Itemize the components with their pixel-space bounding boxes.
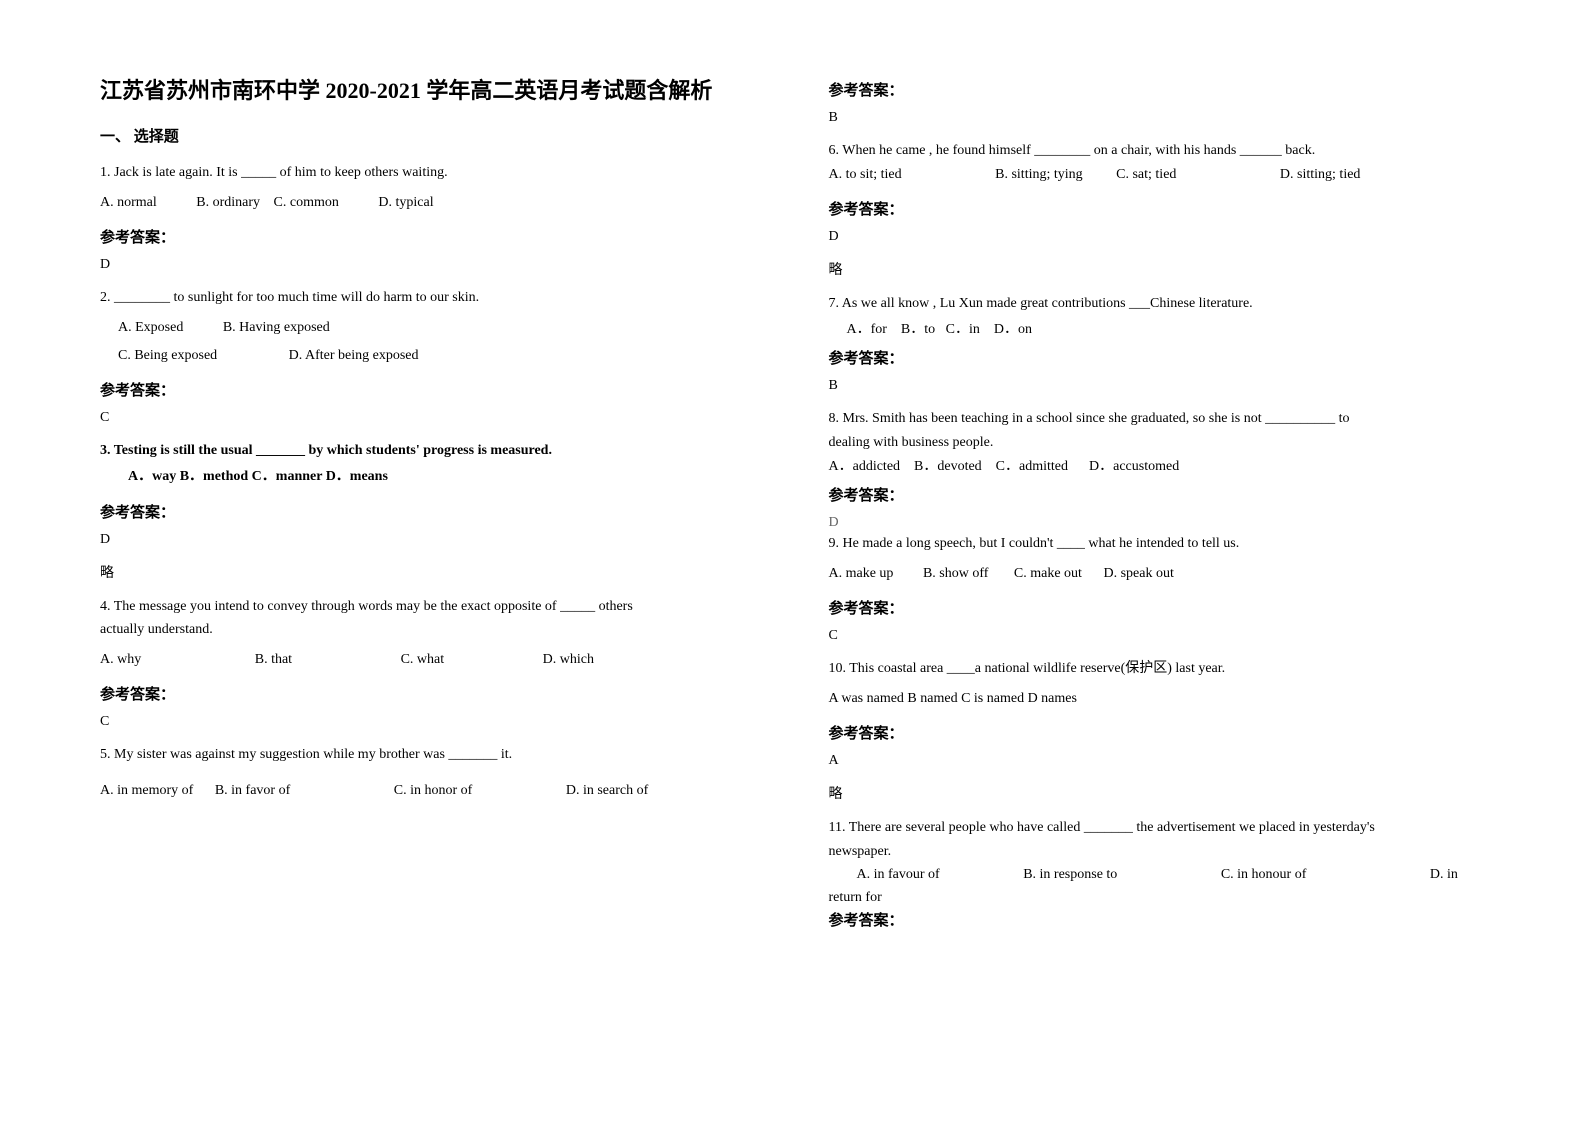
q9-answer-label: 参考答案： — [829, 597, 1498, 618]
q6-answer-label: 参考答案： — [829, 198, 1498, 219]
q1-opt-c: C. common — [274, 192, 339, 214]
q5-opt-b: B. in favor of — [215, 780, 290, 802]
q8-answer: D — [829, 515, 1498, 531]
right-column: 参考答案： B 6. When he came , he found himse… — [829, 75, 1498, 940]
q6-answer: D — [829, 229, 1498, 245]
q5-stem: 5. My sister was against my suggestion w… — [100, 744, 769, 766]
q2-opt-b: B. Having exposed — [223, 317, 330, 339]
q1-answer: D — [100, 257, 769, 273]
q9-opt-c: C. make out — [1014, 563, 1082, 585]
q7-answer-label: 参考答案： — [829, 347, 1498, 368]
q8-answer-label: 参考答案： — [829, 484, 1498, 505]
q9-stem: 9. He made a long speech, but I couldn't… — [829, 533, 1498, 555]
q2-opt-a: A. Exposed — [118, 317, 183, 339]
q1-answer-label: 参考答案： — [100, 226, 769, 247]
left-column: 江苏省苏州市南环中学 2020-2021 学年高二英语月考试题含解析 一、 选择… — [100, 75, 769, 940]
q1-opt-d: D. typical — [378, 192, 433, 214]
q11-opt-b: B. in response to — [1023, 864, 1117, 886]
q10-answer-label: 参考答案： — [829, 722, 1498, 743]
doc-title: 江苏省苏州市南环中学 2020-2021 学年高二英语月考试题含解析 — [100, 75, 769, 107]
q3-slight: 略 — [100, 562, 769, 582]
q5-options: A. in memory of B. in favor of C. in hon… — [100, 780, 769, 802]
q5-answer-label: 参考答案： — [829, 79, 1498, 100]
q10-slight: 略 — [829, 783, 1498, 803]
q4-opt-c: C. what — [401, 649, 445, 671]
q6-opt-b: B. sitting; tying — [995, 164, 1083, 186]
q8-options: A．addicted B．devoted C．admitted D．accust… — [829, 456, 1498, 478]
q4-stem-line2: actually understand. — [100, 619, 769, 641]
q8-stem-line1: 8. Mrs. Smith has been teaching in a sch… — [829, 408, 1498, 430]
q9-answer: C — [829, 628, 1498, 644]
q4-stem-line1: 4. The message you intend to convey thro… — [100, 596, 769, 618]
q1-opt-b: B. ordinary — [196, 192, 260, 214]
q11-opt-d: D. in — [1430, 864, 1458, 886]
q1-options: A. normal B. ordinary C. common D. typic… — [100, 192, 769, 214]
q1-stem: 1. Jack is late again. It is _____ of hi… — [100, 162, 769, 184]
q6-opt-a: A. to sit; tied — [829, 164, 902, 186]
q6-options: A. to sit; tied B. sitting; tying C. sat… — [829, 164, 1498, 186]
q6-slight: 略 — [829, 259, 1498, 279]
q7-answer: B — [829, 378, 1498, 394]
q3-answer: D — [100, 532, 769, 548]
q2-options-row1: A. Exposed B. Having exposed — [100, 317, 769, 339]
q11-opt-c: C. in honour of — [1221, 864, 1307, 886]
q11-stem-line1: 11. There are several people who have ca… — [829, 817, 1498, 839]
q5-opt-a: A. in memory of — [100, 780, 193, 802]
q2-answer: C — [100, 410, 769, 426]
q2-answer-label: 参考答案： — [100, 379, 769, 400]
q7-options: A．for B．to C．in D．on — [829, 319, 1498, 341]
section-heading: 一、 选择题 — [100, 125, 769, 146]
q6-stem: 6. When he came , he found himself _____… — [829, 140, 1498, 162]
q3-options: A．way B．method C．manner D．means — [100, 466, 769, 488]
q7-stem: 7. As we all know , Lu Xun made great co… — [829, 293, 1498, 315]
q10-options: A was named B named C is named D names — [829, 688, 1498, 710]
q5-answer: B — [829, 110, 1498, 126]
q11-answer-label: 参考答案： — [829, 909, 1498, 930]
q10-answer: A — [829, 753, 1498, 769]
q5-opt-c: C. in honor of — [394, 780, 473, 802]
q5-opt-d: D. in search of — [566, 780, 648, 802]
q4-opt-d: D. which — [543, 649, 594, 671]
q3-stem: 3. Testing is still the usual _______ by… — [100, 440, 769, 462]
q3-answer-label: 参考答案： — [100, 501, 769, 522]
q4-answer-label: 参考答案： — [100, 683, 769, 704]
q4-opt-a: A. why — [100, 649, 141, 671]
page-root: 江苏省苏州市南环中学 2020-2021 学年高二英语月考试题含解析 一、 选择… — [0, 0, 1587, 980]
q9-opt-b: B. show off — [923, 563, 988, 585]
q11-options: A. in favour of B. in response to C. in … — [829, 864, 1498, 886]
q11-stem-line2: newspaper. — [829, 841, 1498, 863]
q9-opt-a: A. make up — [829, 563, 894, 585]
q1-opt-a: A. normal — [100, 192, 157, 214]
q2-stem: 2. ________ to sunlight for too much tim… — [100, 287, 769, 309]
q6-opt-d: D. sitting; tied — [1280, 164, 1361, 186]
q9-opt-d: D. speak out — [1103, 563, 1173, 585]
q4-opt-b: B. that — [255, 649, 292, 671]
q11-opt-d-cont: return for — [829, 887, 1498, 909]
q8-stem-line2: dealing with business people. — [829, 432, 1498, 454]
q4-answer: C — [100, 714, 769, 730]
q2-opt-d: D. After being exposed — [289, 345, 419, 367]
q11-opt-a: A. in favour of — [857, 864, 940, 886]
q9-options: A. make up B. show off C. make out D. sp… — [829, 563, 1498, 585]
q4-options: A. why B. that C. what D. which — [100, 649, 769, 671]
q10-stem: 10. This coastal area ____a national wil… — [829, 658, 1498, 680]
q6-opt-c: C. sat; tied — [1116, 164, 1176, 186]
q2-opt-c: C. Being exposed — [118, 345, 217, 367]
q2-options-row2: C. Being exposed D. After being exposed — [100, 345, 769, 367]
